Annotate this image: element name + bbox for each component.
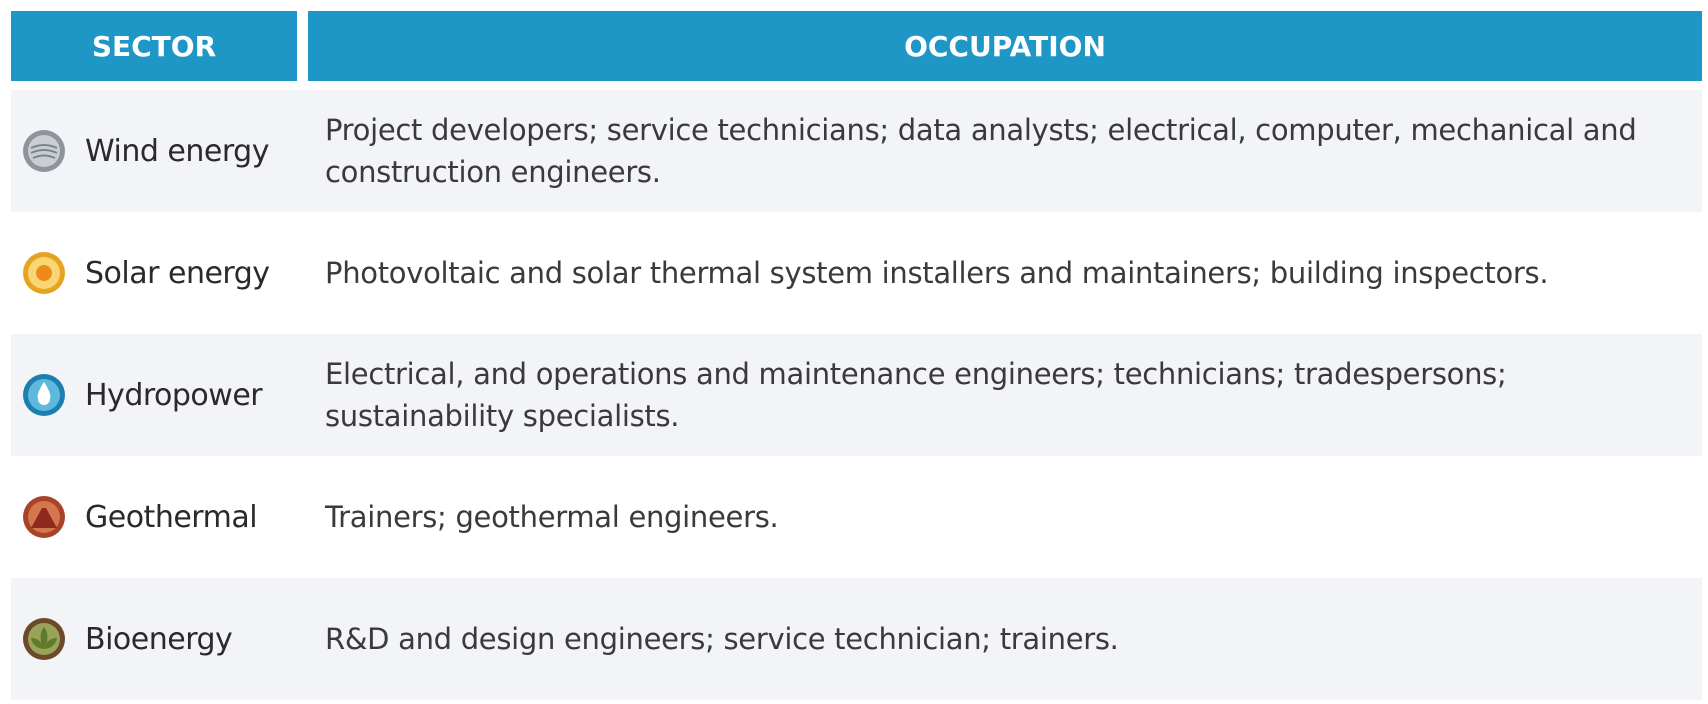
table-row: Bioenergy R&D and design engineers; serv… [11, 578, 1702, 700]
occupation: Trainers; geothermal engineers. [325, 499, 779, 534]
wind-icon [23, 130, 65, 172]
table-row: Solar energy Photovoltaic and solar ther… [11, 212, 1702, 334]
geothermal-icon [23, 496, 65, 538]
bio-icon [23, 618, 65, 660]
solar-icon [23, 252, 65, 294]
sector: Geothermal [85, 499, 258, 535]
table-row: Geothermal Trainers; geothermal engineer… [11, 456, 1702, 578]
occupation: Project developers; service technicians;… [325, 112, 1637, 189]
sector: Solar energy [85, 255, 270, 291]
sector: Wind energy [85, 133, 269, 169]
sector: Hydropower [85, 377, 263, 413]
table-row: Wind energy Project developers; service … [11, 90, 1702, 212]
table-row: Hydropower Electrical, and operations an… [11, 334, 1702, 456]
hydro-icon [23, 374, 65, 416]
header-cell: OCCUPATION [308, 11, 1702, 81]
header-cell: SECTOR [11, 11, 297, 81]
occupation: R&D and design engineers; service techni… [325, 621, 1119, 656]
sector: Bioenergy [85, 621, 233, 657]
occupation: Electrical, and operations and maintenan… [325, 356, 1507, 433]
occupation: Photovoltaic and solar thermal system in… [325, 255, 1549, 290]
